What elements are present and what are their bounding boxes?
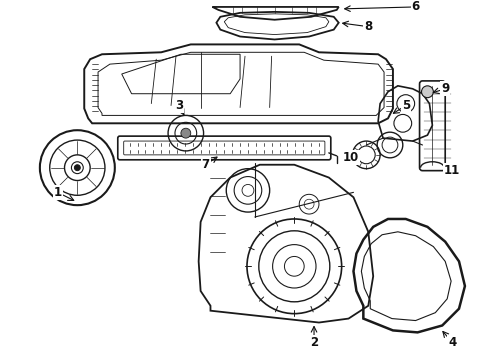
Text: 10: 10 [343, 151, 359, 164]
Circle shape [421, 86, 433, 98]
Circle shape [74, 165, 80, 171]
Text: 5: 5 [402, 99, 410, 112]
Circle shape [181, 128, 191, 138]
Text: 7: 7 [201, 158, 210, 171]
Text: 8: 8 [364, 20, 372, 33]
Text: 9: 9 [441, 82, 449, 95]
Text: 6: 6 [412, 0, 420, 13]
Text: 2: 2 [310, 336, 318, 349]
Text: 3: 3 [175, 99, 183, 112]
Text: 1: 1 [53, 186, 62, 199]
Text: 11: 11 [444, 164, 460, 177]
Text: 4: 4 [448, 336, 456, 349]
